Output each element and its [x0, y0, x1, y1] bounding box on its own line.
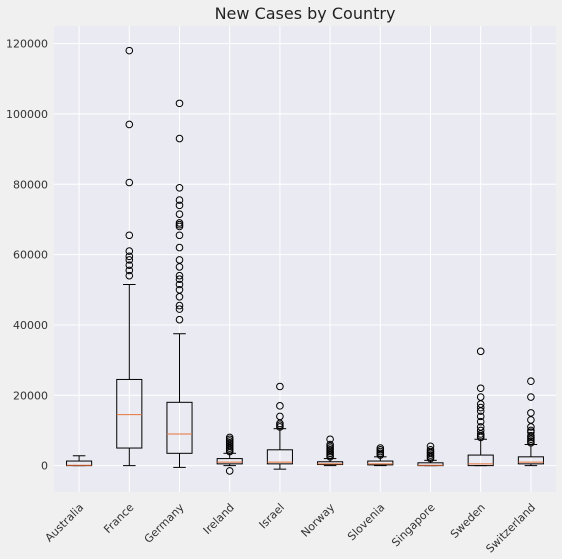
box-norway	[317, 435, 344, 467]
box-australia	[66, 455, 93, 467]
outlier-point	[125, 271, 134, 280]
outlier-point	[175, 196, 184, 204]
outlier-point	[175, 219, 184, 227]
outlier-point	[125, 252, 134, 261]
iqr-box	[116, 378, 143, 449]
box-israel	[266, 382, 293, 470]
outlier-point	[125, 120, 134, 129]
outlier-point	[175, 134, 184, 143]
outlier-point	[276, 382, 284, 391]
outlier-point	[426, 445, 435, 454]
y-tick-label: 40000	[13, 319, 48, 332]
outlier-point	[175, 315, 184, 324]
box-singapore	[417, 442, 444, 467]
iqr-box	[216, 458, 243, 465]
outlier-point	[175, 183, 184, 192]
outlier-point	[476, 423, 485, 431]
outlier-point	[175, 231, 184, 240]
outlier-point	[125, 178, 134, 187]
outlier-point	[276, 402, 284, 410]
outlier-point	[426, 442, 435, 451]
outlier-point	[125, 247, 134, 255]
outlier-point	[175, 275, 184, 284]
outlier-point	[175, 210, 184, 218]
outlier-point	[125, 231, 134, 240]
outlier-point	[527, 426, 535, 435]
y-tick-label: 20000	[13, 389, 48, 402]
outlier-point	[225, 433, 234, 442]
boxes	[66, 46, 544, 475]
outlier-point	[125, 256, 134, 264]
box-slovenia	[367, 444, 394, 467]
iqr-box	[467, 454, 494, 467]
outlier-point	[326, 440, 334, 449]
y-tick-label: 0	[41, 460, 48, 473]
outlier-point	[125, 266, 134, 275]
box-germany	[166, 99, 193, 468]
outlier-point	[175, 256, 184, 264]
y-tick-label: 120000	[6, 38, 48, 51]
outlier-point	[225, 467, 234, 475]
outlier-point	[125, 261, 134, 269]
outlier-point	[175, 243, 184, 252]
box-france	[116, 46, 143, 467]
iqr-box	[317, 461, 344, 466]
iqr-box	[166, 401, 193, 454]
y-tick-label: 60000	[13, 249, 48, 262]
y-tick-label: 100000	[6, 108, 48, 121]
outlier-point	[175, 271, 184, 280]
chart-title: New Cases by Country	[215, 4, 396, 23]
outlier-point	[175, 301, 184, 310]
y-tick-label: 80000	[13, 178, 48, 191]
outlier-point	[175, 99, 184, 108]
box-switzerland	[517, 377, 544, 467]
outlier-point	[376, 444, 385, 452]
outlier-point	[175, 285, 184, 294]
outlier-point	[175, 280, 184, 289]
y-axis-ticks: 0 20000 40000 60000 80000 100000 120000	[6, 38, 48, 473]
outlier-point	[476, 426, 485, 435]
outlier-point	[527, 409, 535, 417]
outlier-point	[175, 305, 184, 313]
outlier-point	[476, 412, 485, 421]
box-ireland	[216, 433, 243, 475]
iqr-box	[517, 456, 544, 465]
outlier-point	[527, 431, 535, 440]
outlier-point	[326, 435, 334, 444]
iqr-box	[367, 460, 394, 466]
outlier-point	[476, 393, 485, 401]
outlier-point	[476, 347, 485, 356]
outlier-point	[125, 46, 134, 55]
outlier-point	[476, 384, 485, 393]
outlier-point	[476, 417, 485, 426]
outlier-point	[527, 377, 535, 386]
iqr-box	[266, 449, 293, 465]
box-sweden	[467, 347, 494, 467]
outlier-point	[476, 403, 485, 412]
outlier-point	[276, 412, 284, 421]
outlier-point	[527, 393, 535, 401]
outlier-point	[175, 201, 184, 210]
